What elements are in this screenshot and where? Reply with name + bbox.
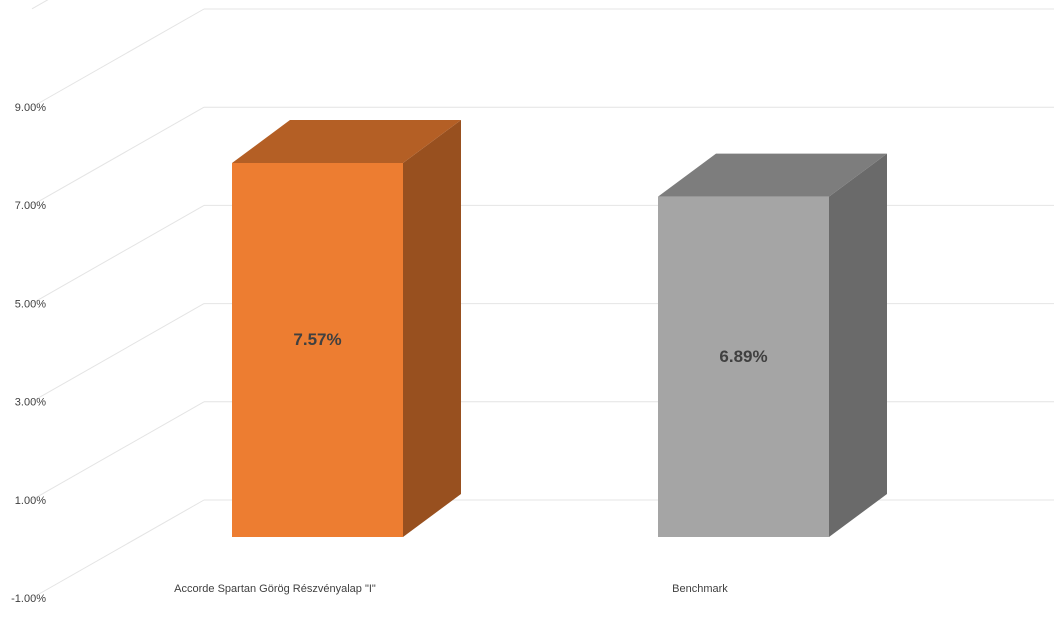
bar-top [232, 120, 461, 163]
y-tick-label: 7.00% [15, 200, 46, 212]
bar-front [658, 196, 829, 538]
y-tick-label: 9.00% [15, 102, 46, 114]
category-label: Accorde Spartan Görög Részvényalap "I" [174, 583, 376, 595]
y-tick-label: -1.00% [11, 593, 46, 605]
bar-side [403, 120, 461, 537]
bar [658, 153, 887, 538]
gridline-diagonal [31, 303, 205, 403]
gridline-diagonal [31, 0, 49, 10]
data-label: 7.57% [293, 330, 341, 349]
y-tick-label: 3.00% [15, 397, 46, 409]
bar-side [829, 153, 887, 538]
y-axis-ticks: 9.00% 7.00% 5.00% 3.00% 1.00% -1.00% [11, 102, 46, 605]
gridline-diagonal [31, 8, 205, 108]
category-label: Benchmark [672, 583, 728, 595]
x-axis-categories: Accorde Spartan Görög Részvényalap "I" B… [174, 583, 728, 595]
y-tick-label: 1.00% [15, 495, 46, 507]
y-tick-label: 5.00% [15, 298, 46, 310]
data-label: 6.89% [719, 347, 767, 366]
bar-top [658, 153, 887, 197]
bars [232, 120, 887, 538]
gridline-diagonal [31, 401, 205, 501]
gridline-diagonal [31, 204, 205, 304]
gridline-diagonal [31, 499, 205, 599]
bar-front [232, 163, 403, 537]
data-labels: 7.57% 6.89% [293, 330, 767, 366]
gridline-diagonal [31, 106, 205, 206]
gridlines [31, 0, 1054, 599]
bar [232, 120, 461, 537]
